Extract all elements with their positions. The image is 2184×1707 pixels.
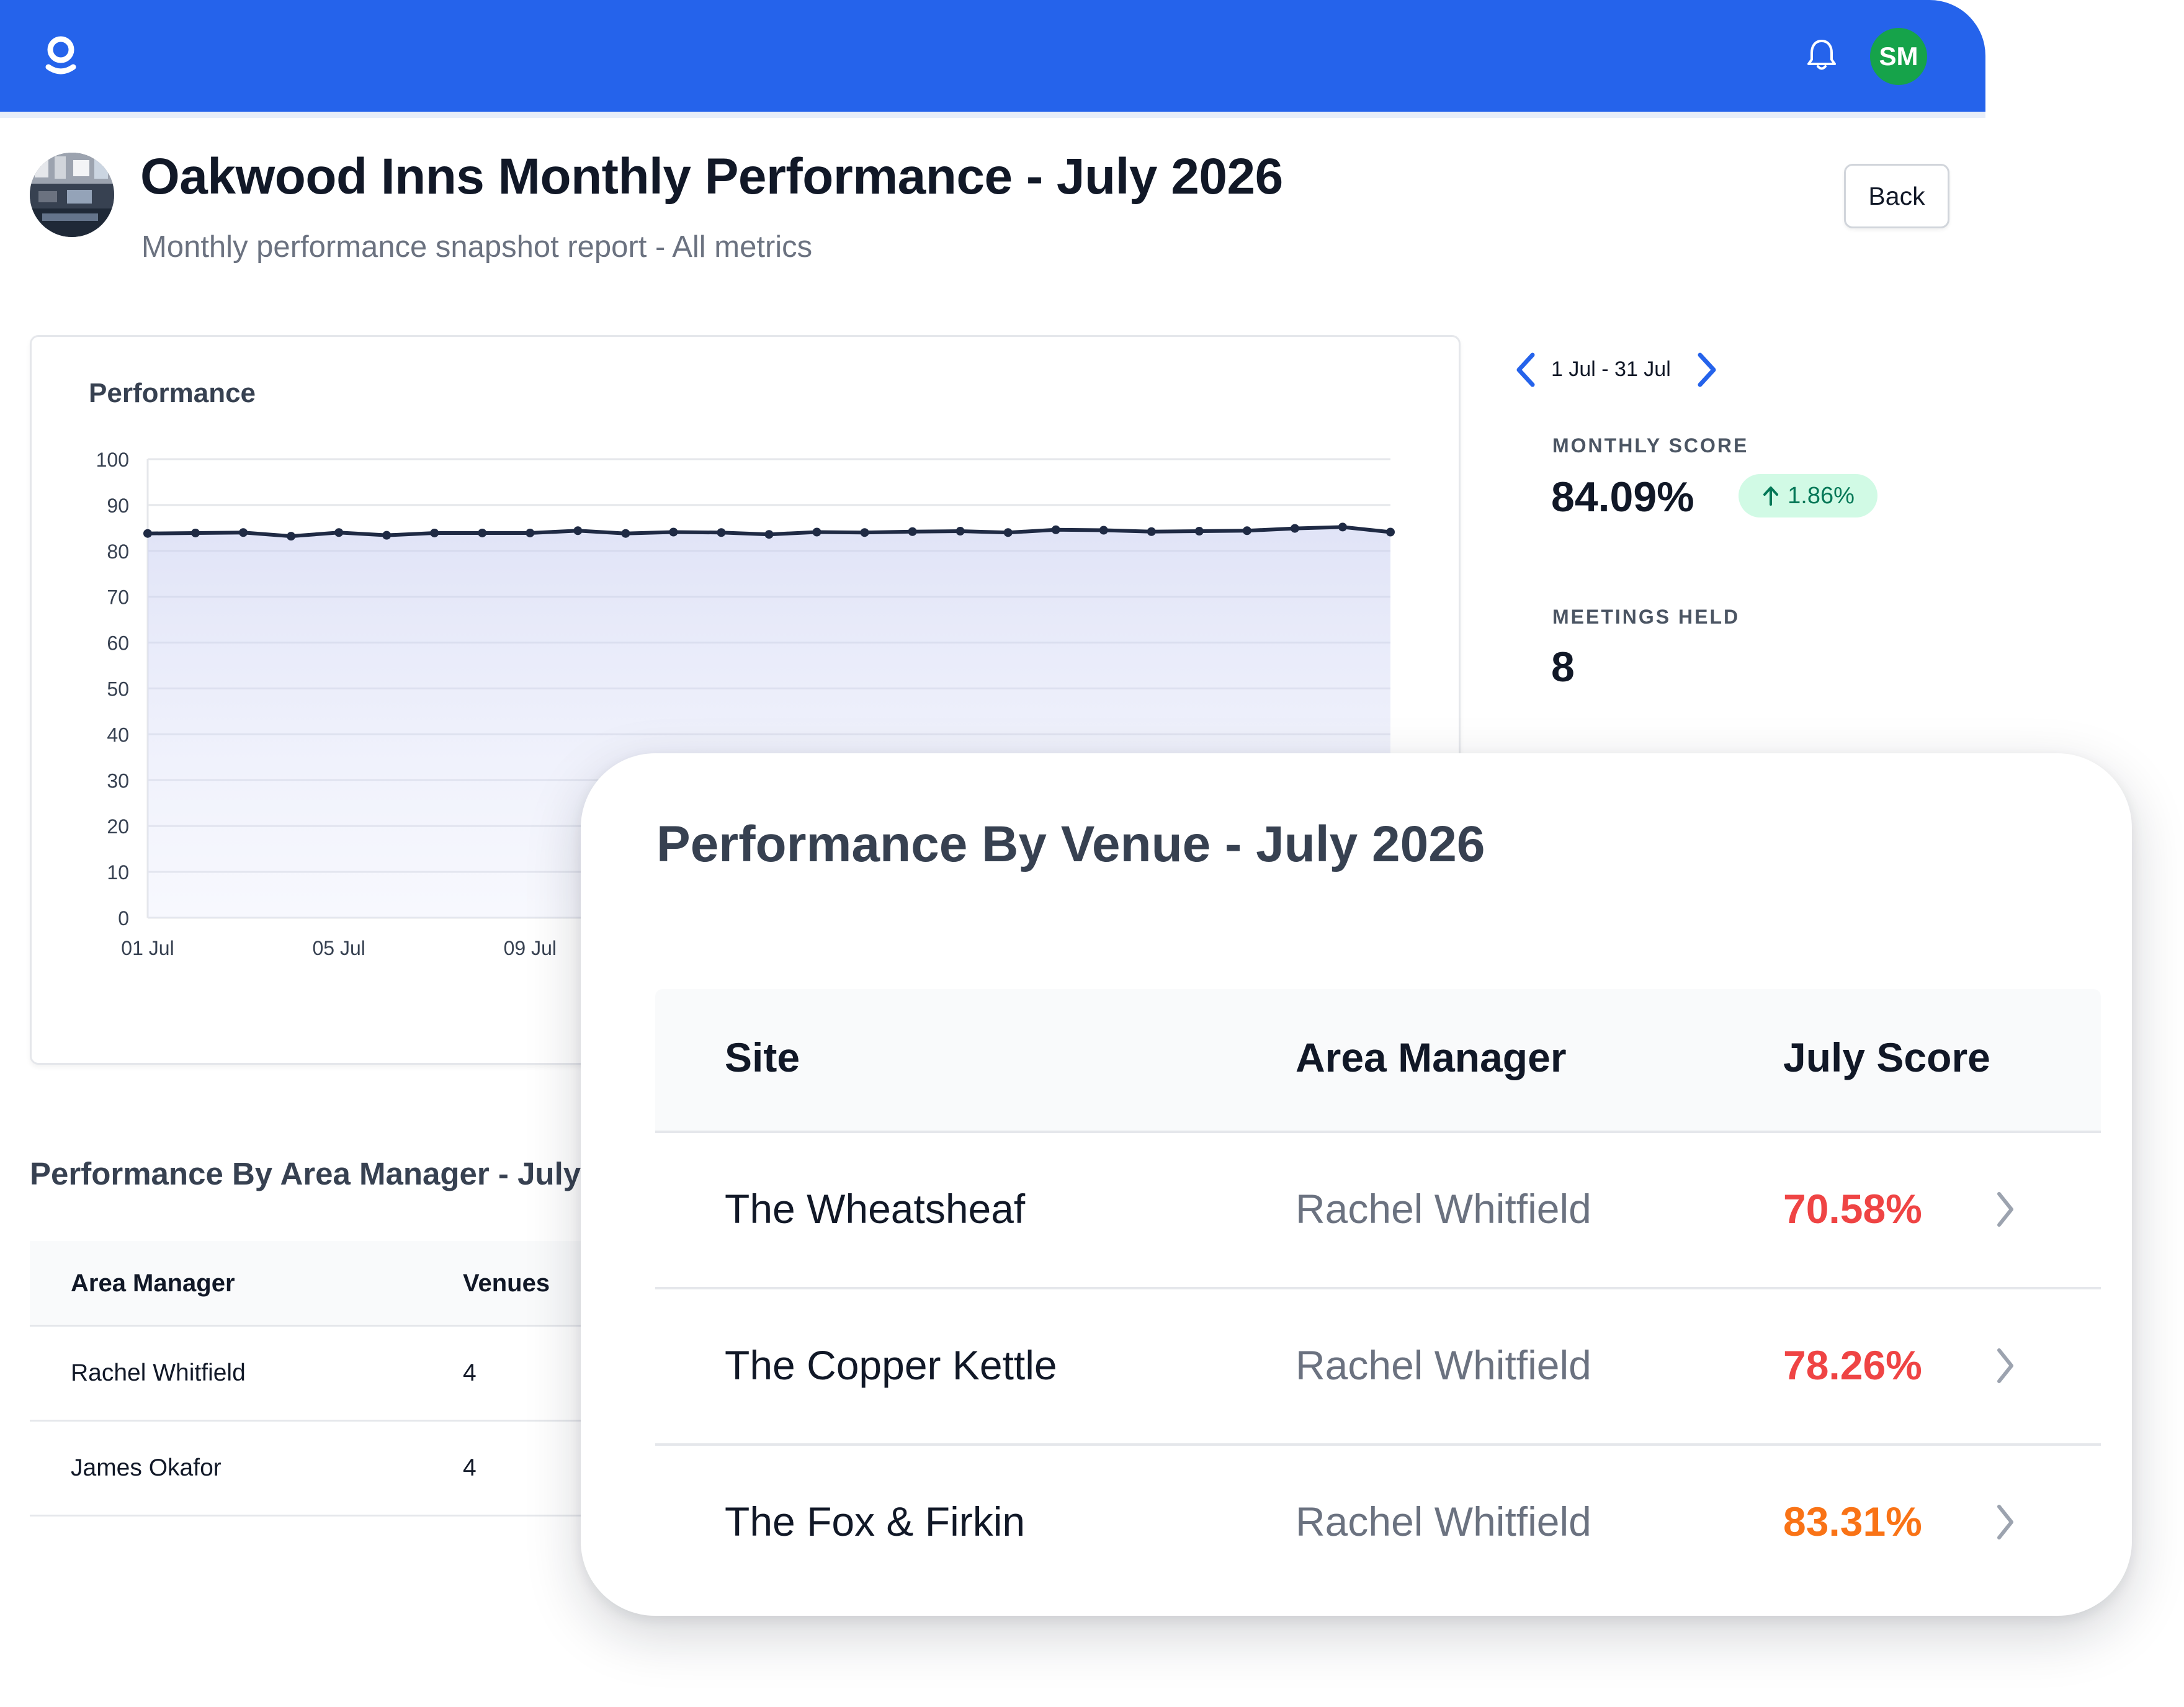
chevron-right-icon[interactable] <box>1993 1344 2018 1387</box>
x-tick-label: 09 Jul <box>504 937 557 959</box>
data-point[interactable] <box>860 528 869 537</box>
page-title: Oakwood Inns Monthly Performance - July … <box>140 148 1283 205</box>
data-point[interactable] <box>1194 527 1204 536</box>
data-point[interactable] <box>669 527 678 537</box>
bell-icon[interactable] <box>1802 36 1841 74</box>
column-header-site: Site <box>725 1034 800 1080</box>
venue-site-name: The Copper Kettle <box>725 1342 1057 1388</box>
data-point[interactable] <box>334 528 344 537</box>
data-point[interactable] <box>526 528 535 537</box>
column-header-score: July Score <box>1783 1034 1990 1080</box>
date-range-navigator: 1 Jul - 31 Jul <box>1511 347 1722 391</box>
chevron-right-icon[interactable] <box>1993 1500 2018 1544</box>
data-point[interactable] <box>1147 527 1156 536</box>
data-point[interactable] <box>382 531 392 540</box>
data-point[interactable] <box>478 528 487 537</box>
y-tick-label: 90 <box>107 495 129 517</box>
data-point[interactable] <box>573 526 583 535</box>
column-header-area-manager: Area Manager <box>1296 1034 1567 1080</box>
logo-icon[interactable] <box>42 32 79 77</box>
back-button[interactable]: Back <box>1844 164 1949 228</box>
y-tick-label: 80 <box>107 540 129 563</box>
venue-site-name: The Fox & Firkin <box>725 1499 1026 1544</box>
y-tick-label: 70 <box>107 586 129 609</box>
data-point[interactable] <box>191 528 200 537</box>
venue-row[interactable]: The Fox & Firkin Rachel Whitfield 83.31% <box>655 1446 2101 1600</box>
monthly-score-label: MONTHLY SCORE <box>1552 434 1749 457</box>
chevron-right-icon[interactable] <box>1993 1188 2018 1231</box>
manager-name: James Okafor <box>71 1454 222 1481</box>
data-point[interactable] <box>1051 525 1060 534</box>
venue-area-manager: Rachel Whitfield <box>1296 1499 1591 1544</box>
data-point[interactable] <box>1290 524 1299 533</box>
data-point[interactable] <box>1003 528 1013 537</box>
chevron-left-icon[interactable] <box>1511 351 1540 388</box>
venue-avatar-photo <box>30 153 114 237</box>
x-tick-label: 01 Jul <box>121 937 174 959</box>
score-change-badge: 1.86% <box>1739 474 1877 517</box>
y-tick-label: 50 <box>107 678 129 701</box>
venue-score: 78.26% <box>1783 1342 1922 1388</box>
y-tick-label: 30 <box>107 769 129 792</box>
monthly-score-value: 84.09% <box>1551 473 1694 521</box>
meetings-held-label: MEETINGS HELD <box>1552 606 1740 628</box>
venue-section-title: Performance By Venue - July 2026 <box>656 816 1485 872</box>
user-avatar[interactable]: SM <box>1870 28 1927 85</box>
venue-area-manager: Rachel Whitfield <box>1296 1186 1591 1232</box>
y-tick-label: 0 <box>118 907 129 930</box>
column-header: Area Manager <box>71 1270 235 1297</box>
data-point[interactable] <box>1386 527 1395 537</box>
chart-title: Performance <box>89 378 256 408</box>
venue-site-name: The Wheatsheaf <box>725 1186 1026 1232</box>
x-tick-label: 05 Jul <box>312 937 365 959</box>
data-point[interactable] <box>430 528 439 537</box>
y-tick-label: 20 <box>107 815 129 838</box>
y-tick-label: 40 <box>107 724 129 746</box>
data-point[interactable] <box>764 530 774 539</box>
topbar-divider <box>0 112 1985 118</box>
venue-performance-card: Performance By Venue - July 2026 Site Ar… <box>581 753 2132 1616</box>
y-tick-label: 10 <box>107 861 129 884</box>
data-point[interactable] <box>717 528 726 537</box>
data-point[interactable] <box>908 527 917 536</box>
data-point[interactable] <box>956 527 965 536</box>
data-point[interactable] <box>143 529 152 538</box>
y-tick-label: 100 <box>96 449 129 471</box>
data-point[interactable] <box>621 529 630 538</box>
data-point[interactable] <box>812 527 821 537</box>
venue-row[interactable]: The Copper Kettle Rachel Whitfield 78.26… <box>655 1289 2101 1446</box>
meetings-held-value: 8 <box>1551 643 1575 691</box>
manager-name: Rachel Whitfield <box>71 1360 246 1386</box>
area-manager-section-title: Performance By Area Manager - July <box>30 1156 581 1191</box>
venue-count: 4 <box>463 1360 477 1386</box>
page-subtitle: Monthly performance snapshot report - Al… <box>141 230 813 264</box>
venue-area-manager: Rachel Whitfield <box>1296 1342 1591 1388</box>
venue-count: 4 <box>463 1454 477 1481</box>
data-point[interactable] <box>239 528 248 537</box>
data-point[interactable] <box>1242 526 1251 535</box>
data-point[interactable] <box>1338 522 1347 532</box>
table-header: Site Area Manager July Score <box>655 989 2101 1133</box>
date-range-label: 1 Jul - 31 Jul <box>1551 357 1671 381</box>
data-point[interactable] <box>1099 526 1108 535</box>
data-point[interactable] <box>287 532 296 541</box>
chevron-right-icon[interactable] <box>1693 351 1721 388</box>
venue-row[interactable]: The Wheatsheaf Rachel Whitfield 70.58% <box>655 1133 2101 1289</box>
arrow-up-icon <box>1763 486 1779 506</box>
score-change-value: 1.86% <box>1788 482 1855 509</box>
column-header: Venues <box>463 1270 550 1297</box>
venue-score: 70.58% <box>1783 1186 1922 1232</box>
venue-score: 83.31% <box>1783 1499 1922 1544</box>
y-tick-label: 60 <box>107 632 129 655</box>
top-navigation-bar: SM <box>0 0 1985 112</box>
